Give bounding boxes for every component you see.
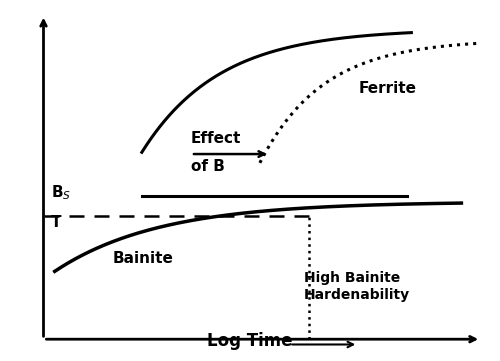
- Text: Effect: Effect: [191, 131, 242, 146]
- Text: Bainite: Bainite: [112, 251, 173, 266]
- Text: High Bainite
Hardenability: High Bainite Hardenability: [304, 271, 410, 302]
- Text: B$_S$: B$_S$: [51, 183, 71, 202]
- Text: of B: of B: [191, 159, 225, 174]
- Text: T: T: [51, 215, 62, 230]
- Text: Log Time: Log Time: [208, 332, 293, 350]
- Text: Ferrite: Ferrite: [358, 81, 416, 96]
